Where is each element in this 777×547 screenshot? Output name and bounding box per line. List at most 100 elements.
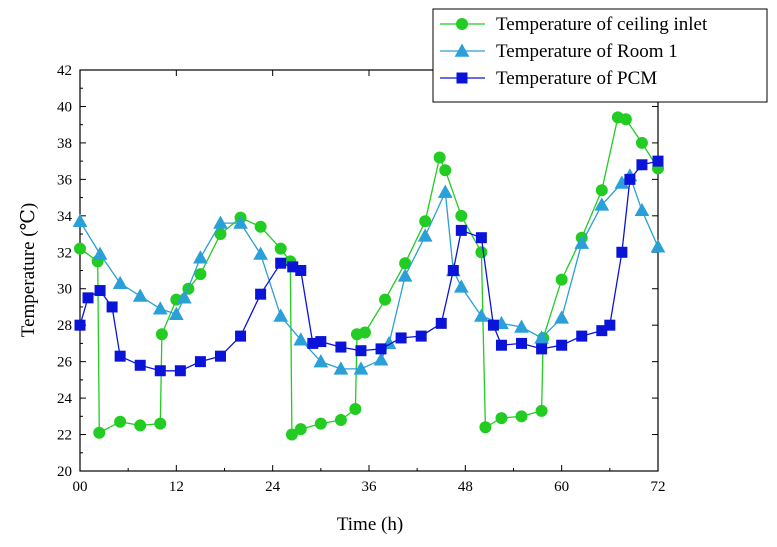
x-tick-label: 12 xyxy=(169,479,184,495)
y-tick-label: 40 xyxy=(57,99,72,115)
y-tick-label: 42 xyxy=(57,63,72,79)
data-point xyxy=(375,343,387,355)
data-point xyxy=(106,301,118,313)
data-point xyxy=(235,330,247,342)
data-point xyxy=(433,151,446,164)
data-point xyxy=(516,337,528,349)
data-point xyxy=(474,308,489,322)
legend-box xyxy=(432,8,768,103)
y-tick-label: 38 xyxy=(57,136,72,152)
plot-frame xyxy=(79,69,659,472)
legend: Temperature of ceiling inlet Temperature … xyxy=(432,8,768,103)
data-point xyxy=(177,290,192,304)
data-point xyxy=(92,246,108,260)
data-point xyxy=(454,43,470,57)
data-point xyxy=(616,246,628,258)
legend-label: Temperature of ceiling inlet xyxy=(496,14,708,35)
y-tick-label: 24 xyxy=(57,391,73,407)
data-point xyxy=(395,332,407,344)
data-point xyxy=(453,279,469,293)
data-point xyxy=(604,319,616,331)
data-point xyxy=(619,113,632,126)
data-point xyxy=(255,288,267,300)
data-point xyxy=(535,404,548,417)
data-point xyxy=(495,412,508,425)
data-point xyxy=(134,419,147,432)
data-point xyxy=(536,343,548,355)
data-point xyxy=(349,403,362,416)
data-point xyxy=(285,428,298,441)
data-point xyxy=(155,328,168,341)
data-point xyxy=(574,235,590,249)
data-point xyxy=(353,361,369,375)
data-point xyxy=(174,365,186,377)
data-point xyxy=(275,257,287,269)
data-point xyxy=(355,345,367,357)
data-point xyxy=(556,339,568,351)
y-tick-label: 36 xyxy=(57,172,73,188)
data-point xyxy=(555,273,568,286)
data-point xyxy=(595,184,608,197)
data-point xyxy=(72,213,88,227)
x-tick-label: 60 xyxy=(554,479,569,495)
data-point xyxy=(515,410,528,423)
data-point xyxy=(193,250,208,264)
data-point xyxy=(74,242,86,255)
data-point xyxy=(635,136,648,149)
data-point xyxy=(475,246,488,259)
y-tick-label: 34 xyxy=(57,209,73,225)
data-point xyxy=(455,209,468,222)
series-layer xyxy=(72,111,666,441)
y-tick-label: 32 xyxy=(57,245,72,261)
legend-label: Temperature of PCM xyxy=(496,68,657,89)
data-point xyxy=(74,319,86,331)
data-point xyxy=(495,339,507,351)
data-point xyxy=(415,330,427,342)
data-point xyxy=(333,361,349,375)
data-point xyxy=(152,301,168,315)
data-point xyxy=(93,426,106,439)
data-point xyxy=(437,184,453,198)
data-point xyxy=(636,159,648,171)
series-3 xyxy=(74,155,664,377)
data-point xyxy=(194,356,206,368)
data-point xyxy=(534,330,549,344)
x-tick-label: 72 xyxy=(651,479,666,495)
y-axis-title: Temperature (℃) xyxy=(18,203,39,337)
data-point xyxy=(594,197,610,211)
data-point xyxy=(358,326,371,339)
y-tick-label: 28 xyxy=(57,318,72,334)
data-point xyxy=(456,72,468,84)
data-point xyxy=(479,421,492,434)
data-point xyxy=(114,350,126,362)
data-point xyxy=(576,330,588,342)
data-point xyxy=(274,242,287,255)
legend-label: Temperature of Room 1 xyxy=(496,41,678,62)
data-point xyxy=(134,359,146,371)
data-point xyxy=(94,285,106,297)
data-point xyxy=(397,268,413,282)
data-point xyxy=(295,265,307,276)
data-point xyxy=(294,423,307,436)
data-point xyxy=(154,365,166,377)
data-point xyxy=(435,317,447,329)
series-1 xyxy=(74,111,664,441)
data-point xyxy=(455,224,467,236)
data-point xyxy=(253,246,268,260)
data-point xyxy=(419,215,432,228)
data-point xyxy=(650,239,666,253)
x-tick-label: 24 xyxy=(265,479,281,495)
data-point xyxy=(132,288,148,302)
data-point xyxy=(487,319,499,331)
data-point xyxy=(652,155,664,167)
data-point xyxy=(456,18,468,30)
data-point xyxy=(634,202,650,217)
data-point xyxy=(194,268,207,281)
data-point xyxy=(514,319,529,333)
x-tick-label: 00 xyxy=(73,479,88,495)
series-line xyxy=(79,116,659,436)
series-line xyxy=(79,175,659,370)
data-point xyxy=(314,417,327,430)
data-point xyxy=(379,293,392,306)
y-tick-label: 22 xyxy=(57,428,72,444)
